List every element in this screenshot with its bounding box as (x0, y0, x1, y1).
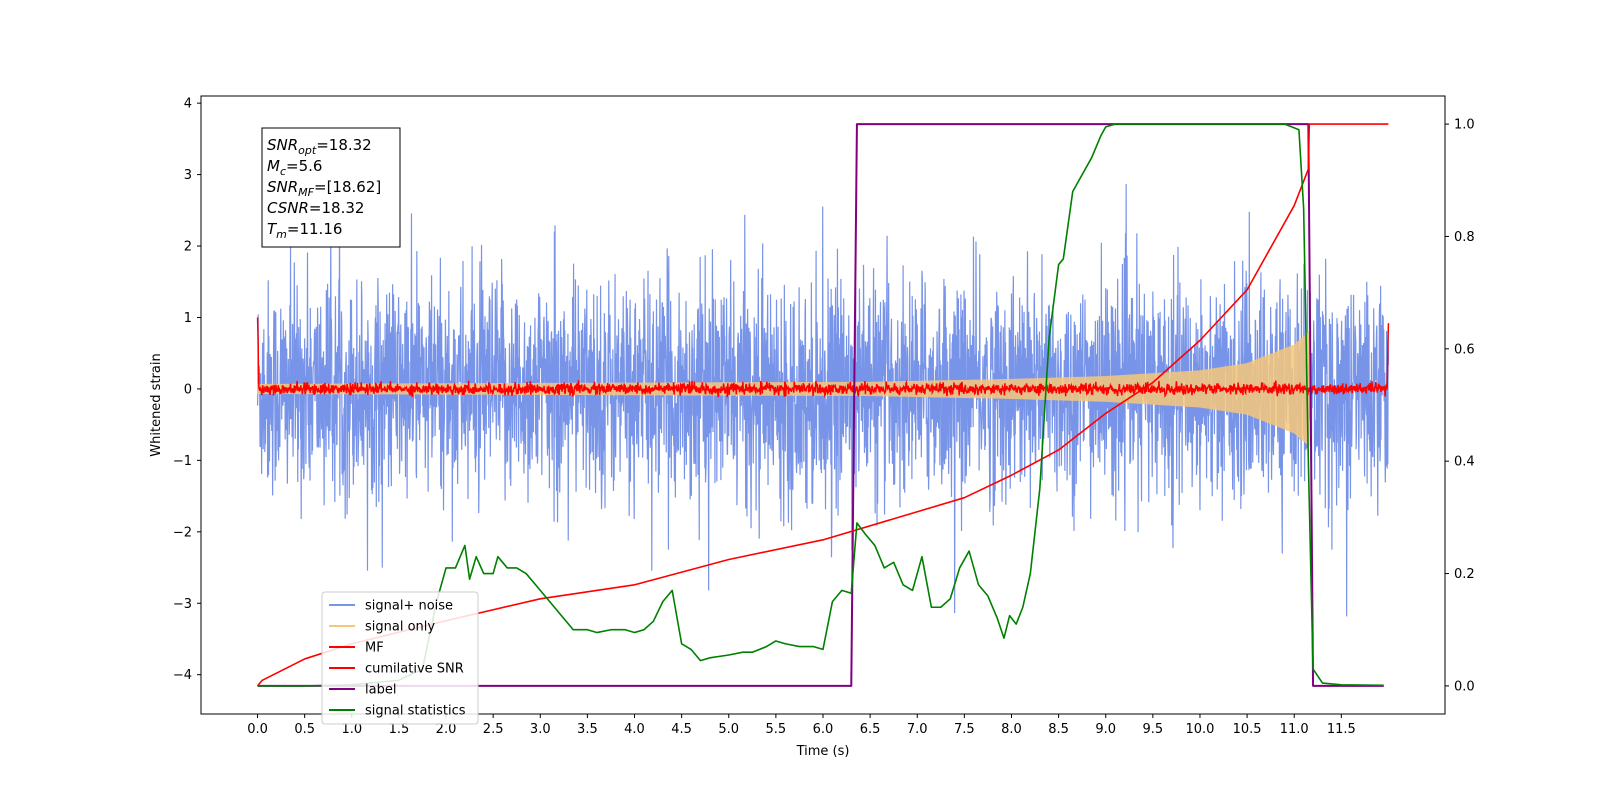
y-tick-label: −2 (173, 525, 192, 540)
x-tick-label: 0.0 (247, 722, 268, 737)
x-tick-label: 5.0 (718, 722, 739, 737)
x-tick-label: 1.0 (341, 722, 362, 737)
legend-label-mf: MF (365, 641, 384, 656)
y-tick-label: 1 (184, 311, 192, 326)
x-axis-ticks: 0.0 0.5 1.0 1.5 2.0 2.5 3.0 3.5 4.0 4.5 5.0 5.5 6.0 6… (247, 714, 1356, 737)
x-tick-label: 10.5 (1233, 722, 1262, 737)
annotation-frame (261, 127, 401, 248)
x-tick-label: 3.0 (530, 722, 551, 737)
legend-frame (321, 591, 479, 725)
y-tick-label: 0 (184, 382, 192, 397)
legend-label-label: label (365, 683, 396, 698)
legend: signal+ noise signal only MF cumilative SNR… (321, 591, 479, 725)
x-tick-label: 0.5 (294, 722, 315, 737)
annotation-line: Mc=5.6 (267, 157, 322, 178)
x-tick-label: 4.5 (671, 722, 692, 737)
legend-label-signal-only: signal only (365, 620, 435, 635)
x-tick-label: 3.5 (577, 722, 598, 737)
annotation-line: SNRMF=[18.62] (267, 178, 381, 199)
annotation-line: CSNR=18.32 (267, 199, 364, 217)
x-tick-label: 8.0 (1001, 722, 1022, 737)
annotation-line: Tm=11.16 (267, 220, 342, 241)
x-tick-label: 7.5 (954, 722, 975, 737)
x-tick-label: 6.5 (860, 722, 881, 737)
x-tick-label: 4.0 (624, 722, 645, 737)
y2-tick-label: 0.0 (1454, 679, 1475, 694)
x-tick-label: 6.0 (813, 722, 834, 737)
series-mf (256, 317, 1390, 399)
x-axis-label: Time (s) (796, 744, 850, 759)
y2-tick-label: 0.6 (1454, 342, 1475, 357)
y-tick-label: −1 (173, 454, 192, 469)
x-tick-label: 10.0 (1185, 722, 1214, 737)
legend-label-cumilative-snr: cumilative SNR (365, 662, 464, 677)
annotation-line: SNRopt=18.32 (267, 136, 372, 157)
x-tick-label: 2.5 (483, 722, 504, 737)
x-tick-label: 9.0 (1095, 722, 1116, 737)
legend-label-signal-noise: signal+ noise (365, 599, 453, 614)
y2-tick-label: 0.4 (1454, 455, 1475, 470)
legend-label-signal-statistics: signal statistics (365, 704, 466, 719)
y-axis-ticks: 4 3 2 1 0 −1 −2 −3 −4 (173, 97, 201, 683)
x-tick-label: 11.0 (1280, 722, 1309, 737)
x-tick-label: 1.5 (389, 722, 410, 737)
x-tick-label: 9.5 (1143, 722, 1164, 737)
y-tick-label: 2 (184, 240, 192, 255)
x-tick-label: 5.5 (766, 722, 787, 737)
y-tick-label: −3 (173, 597, 192, 612)
y-tick-label: 3 (184, 168, 192, 183)
y-tick-label: 4 (184, 97, 192, 112)
y2-tick-label: 0.2 (1454, 567, 1475, 582)
series-signal-statistics (257, 123, 1384, 687)
y2-tick-label: 1.0 (1454, 118, 1475, 133)
x-tick-label: 7.0 (907, 722, 928, 737)
y2-tick-label: 0.8 (1454, 230, 1475, 245)
series-label (257, 123, 1384, 687)
x-tick-label: 8.5 (1048, 722, 1069, 737)
x-tick-label: 11.5 (1327, 722, 1356, 737)
y-axis-label: Whitened strain (149, 353, 164, 456)
y2-axis-ticks: 1.0 0.8 0.6 0.4 0.2 0.0 (1445, 118, 1475, 694)
y-tick-label: −4 (173, 668, 192, 683)
x-tick-label: 2.0 (436, 722, 457, 737)
annotation-box: SNRopt=18.32Mc=5.6SNRMF=[18.62]CSNR=18.3… (261, 127, 401, 248)
